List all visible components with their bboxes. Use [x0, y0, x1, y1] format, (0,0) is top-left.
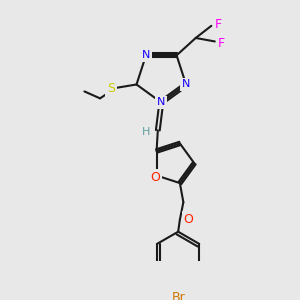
Text: H: H [142, 127, 150, 137]
Text: N: N [157, 98, 166, 107]
Text: F: F [218, 37, 225, 50]
Text: S: S [107, 82, 115, 95]
Text: N: N [182, 80, 190, 89]
Text: O: O [150, 171, 160, 184]
Text: F: F [215, 18, 222, 31]
Text: Br: Br [171, 291, 185, 300]
Text: O: O [184, 213, 194, 226]
Text: N: N [142, 50, 150, 60]
